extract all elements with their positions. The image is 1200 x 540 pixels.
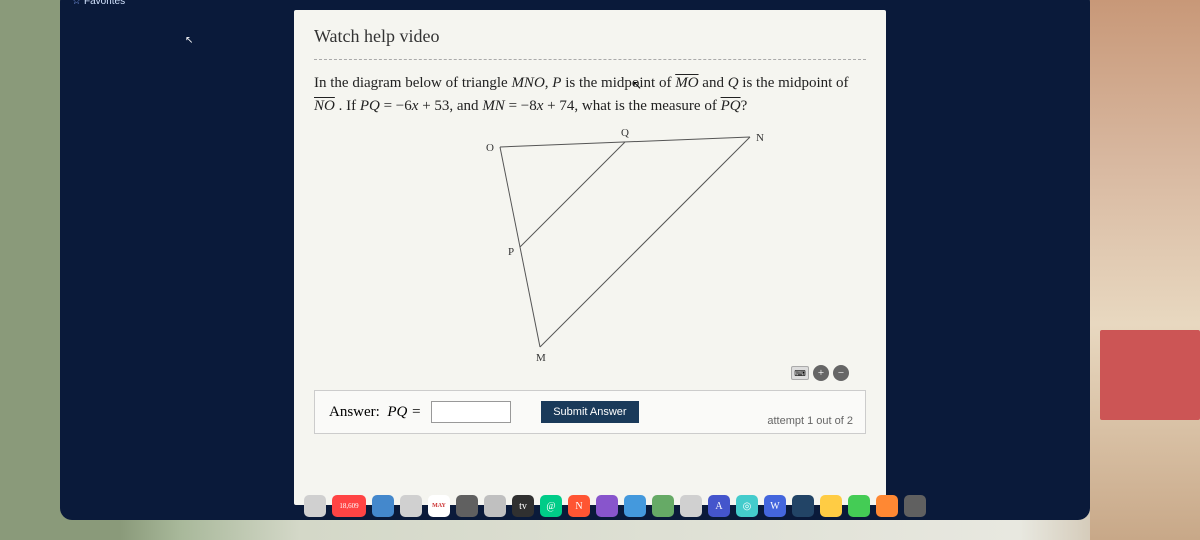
- background-wall: [1090, 0, 1200, 540]
- laptop-screen: ☆Favorites ↖ Watch help video ↖ In the d…: [60, 0, 1090, 520]
- svg-text:N: N: [756, 132, 764, 144]
- dock-app-icon[interactable]: [304, 495, 326, 517]
- answer-container: ⌨ + − Answer: PQ = Submit Answer attempt…: [314, 390, 866, 434]
- watch-help-link[interactable]: Watch help video: [314, 26, 866, 47]
- zoom-in-icon[interactable]: +: [813, 365, 829, 381]
- divider: [314, 59, 866, 60]
- keyboard-icon[interactable]: ⌨: [791, 366, 809, 380]
- svg-text:Q: Q: [621, 127, 629, 139]
- svg-text:M: M: [536, 352, 546, 364]
- favorites-folder[interactable]: ☆Favorites: [72, 0, 125, 7]
- dock-app-icon[interactable]: [848, 495, 870, 517]
- dock-app-icon[interactable]: [400, 495, 422, 517]
- dock-app-icon[interactable]: [876, 495, 898, 517]
- macos-dock: 18,609 MAY tv @ N A ◎ W: [200, 494, 1030, 518]
- dock-app-icon[interactable]: MAY: [428, 495, 450, 517]
- dock-app-icon[interactable]: [792, 495, 814, 517]
- dock-app-icon[interactable]: @: [540, 495, 562, 517]
- zoom-out-icon[interactable]: −: [833, 365, 849, 381]
- browser-bookmarks-bar: ☆Favorites: [64, 0, 1086, 8]
- dock-app-icon[interactable]: [372, 495, 394, 517]
- background-object: [1100, 330, 1200, 420]
- cursor-icon: ↖: [185, 35, 193, 46]
- input-tools: ⌨ + −: [791, 365, 849, 381]
- problem-statement: In the diagram below of triangle MNO, P …: [314, 72, 866, 117]
- problem-panel: Watch help video ↖ In the diagram below …: [294, 10, 886, 505]
- star-icon: ☆: [72, 0, 81, 7]
- dock-app-icon[interactable]: [820, 495, 842, 517]
- dock-app-icon[interactable]: 18,609: [332, 495, 366, 517]
- dock-app-icon[interactable]: W: [764, 495, 786, 517]
- dock-app-icon[interactable]: [652, 495, 674, 517]
- submit-button[interactable]: Submit Answer: [541, 401, 638, 423]
- answer-input[interactable]: [431, 401, 511, 423]
- dock-app-icon[interactable]: [484, 495, 506, 517]
- dock-app-icon[interactable]: [624, 495, 646, 517]
- dock-app-icon[interactable]: [596, 495, 618, 517]
- dock-app-icon[interactable]: N: [568, 495, 590, 517]
- dock-app-icon[interactable]: ◎: [736, 495, 758, 517]
- dock-app-icon[interactable]: [680, 495, 702, 517]
- attempt-counter: attempt 1 out of 2: [767, 415, 853, 427]
- cursor-icon: ↖: [632, 78, 642, 93]
- answer-label: Answer: PQ =: [329, 404, 421, 421]
- dock-app-icon[interactable]: [456, 495, 478, 517]
- svg-text:O: O: [486, 142, 494, 154]
- dock-app-icon[interactable]: tv: [512, 495, 534, 517]
- dock-app-icon[interactable]: [904, 495, 926, 517]
- dock-app-icon[interactable]: A: [708, 495, 730, 517]
- svg-text:P: P: [508, 246, 514, 258]
- triangle-diagram: O N Q P M: [314, 127, 866, 372]
